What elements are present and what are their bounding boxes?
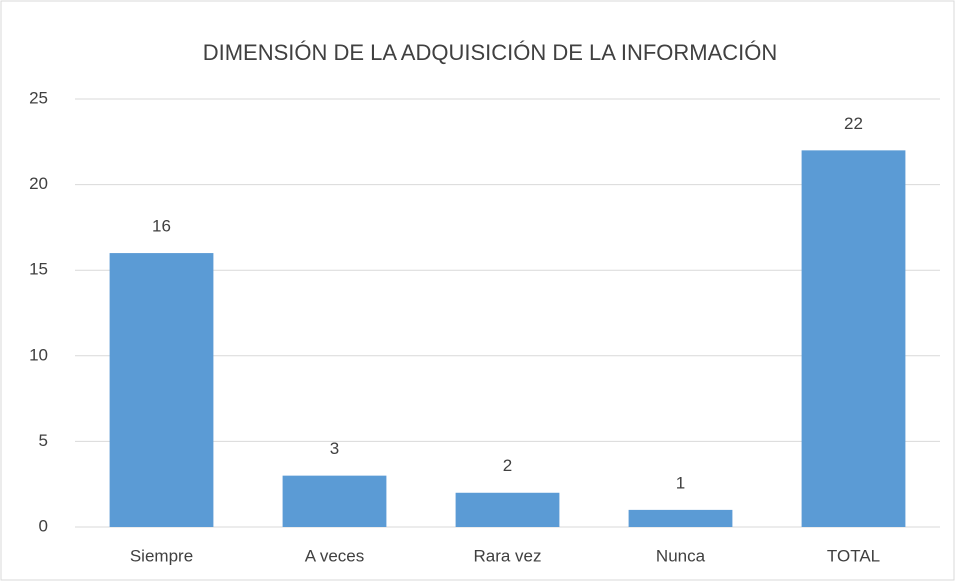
chart-title: DIMENSIÓN DE LA ADQUISICIÓN DE LA INFORM… <box>203 40 778 65</box>
y-tick-label: 5 <box>39 431 48 450</box>
y-tick-label: 25 <box>29 88 48 107</box>
y-tick-label: 15 <box>29 260 48 279</box>
x-tick-label: Rara vez <box>473 546 541 565</box>
y-tick-label: 20 <box>29 174 48 193</box>
y-tick-label: 10 <box>29 345 48 364</box>
bar <box>801 150 906 528</box>
bar <box>455 492 560 527</box>
x-tick-label: A veces <box>305 546 365 565</box>
bar <box>109 253 214 527</box>
bar <box>282 475 387 527</box>
bar <box>628 509 733 527</box>
x-tick-label: TOTAL <box>827 546 880 565</box>
data-label: 16 <box>152 217 171 236</box>
data-label: 1 <box>676 473 685 492</box>
x-tick-label: Siempre <box>130 546 193 565</box>
x-tick-label: Nunca <box>656 546 706 565</box>
data-label: 2 <box>503 456 512 475</box>
y-tick-label: 0 <box>39 516 48 535</box>
data-label: 3 <box>330 439 339 458</box>
data-label: 22 <box>844 114 863 133</box>
